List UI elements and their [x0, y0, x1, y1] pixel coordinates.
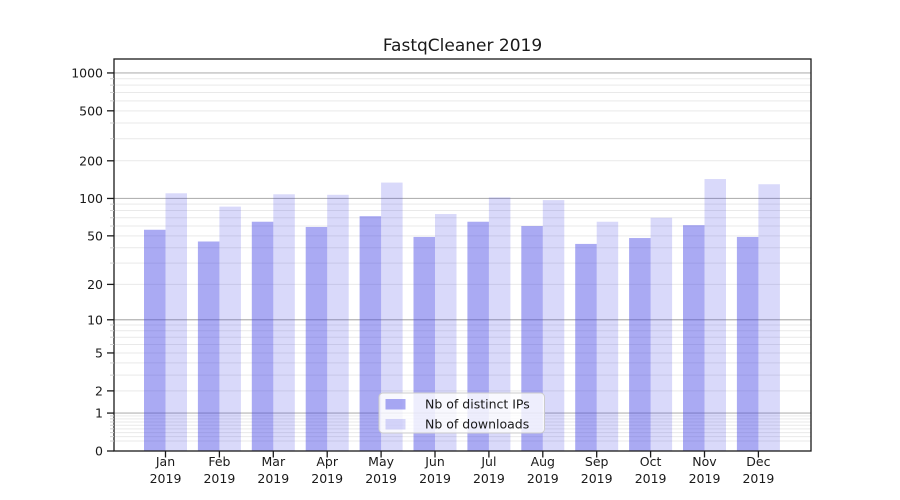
y-tick-label: 20	[87, 277, 103, 292]
x-tick-label-month: Sep	[585, 454, 609, 469]
x-tick-label-month: May	[368, 454, 394, 469]
x-tick-label-year: 2019	[635, 471, 667, 486]
x-tick-label-year: 2019	[419, 471, 451, 486]
y-tick-label: 10	[87, 312, 103, 327]
x-tick-label-year: 2019	[203, 471, 235, 486]
legend-swatch-ip	[385, 399, 406, 410]
ip-bar	[736, 236, 759, 451]
x-tick-label-year: 2019	[473, 471, 505, 486]
ip-bar	[629, 238, 651, 451]
downloads-bar	[596, 221, 619, 451]
downloads-bar	[758, 184, 780, 451]
chart-title: FastqCleaner 2019	[383, 36, 542, 56]
ip-bar	[305, 226, 328, 451]
legend-swatch-downloads	[385, 419, 406, 430]
x-tick-label-year: 2019	[257, 471, 289, 486]
x-tick-label-month: Apr	[316, 454, 338, 469]
ip-bar	[197, 241, 220, 451]
downloads-bar	[381, 182, 403, 451]
y-tick-label: 1	[95, 406, 103, 421]
x-tick-label-year: 2019	[311, 471, 343, 486]
x-tick-label-month: Jul	[480, 454, 496, 469]
downloads-bar	[542, 200, 565, 451]
x-tick-label-month: Jan	[155, 454, 175, 469]
legend-box	[378, 392, 545, 434]
downloads-bar	[327, 194, 349, 451]
x-tick-label-year: 2019	[527, 471, 559, 486]
downloads-bar	[219, 206, 241, 451]
x-tick-label-month: Jun	[424, 454, 445, 469]
ip-bar	[683, 225, 705, 451]
x-tick-label-month: Nov	[692, 454, 717, 469]
downloads-bar	[650, 217, 673, 451]
x-tick-label-year: 2019	[689, 471, 721, 486]
downloads-bar	[165, 193, 187, 451]
x-tick-label-year: 2019	[581, 471, 613, 486]
y-tick-label: 200	[79, 153, 103, 168]
y-tick-label: 1000	[71, 65, 103, 80]
ip-bar	[575, 243, 597, 451]
x-tick-label-month: Feb	[208, 454, 230, 469]
x-tick-label-month: Aug	[531, 454, 555, 469]
x-tick-label-year: 2019	[365, 471, 397, 486]
downloads-bar	[488, 197, 511, 451]
y-tick-label: 2	[95, 383, 103, 398]
downloads-bar	[273, 194, 295, 452]
ip-bar	[251, 221, 274, 451]
y-tick-label: 5	[95, 345, 103, 360]
y-tick-label: 0	[95, 444, 103, 459]
x-tick-label-month: Mar	[262, 454, 286, 469]
downloads-bar	[435, 214, 457, 451]
plot-border	[113, 58, 812, 452]
y-tick-label: 100	[79, 191, 103, 206]
legend-label: Nb of distinct IPs	[425, 397, 530, 412]
x-tick-label-year: 2019	[150, 471, 182, 486]
ip-bar	[359, 216, 382, 451]
x-tick-label-year: 2019	[742, 471, 774, 486]
y-tick-label: 50	[87, 228, 103, 243]
downloads-bar	[704, 179, 726, 451]
x-tick-label-month: Oct	[640, 454, 662, 469]
x-tick-label-month: Dec	[746, 454, 770, 469]
legend-label: Nb of downloads	[425, 417, 529, 432]
ip-bar	[144, 229, 166, 451]
y-tick-label: 500	[79, 103, 103, 118]
